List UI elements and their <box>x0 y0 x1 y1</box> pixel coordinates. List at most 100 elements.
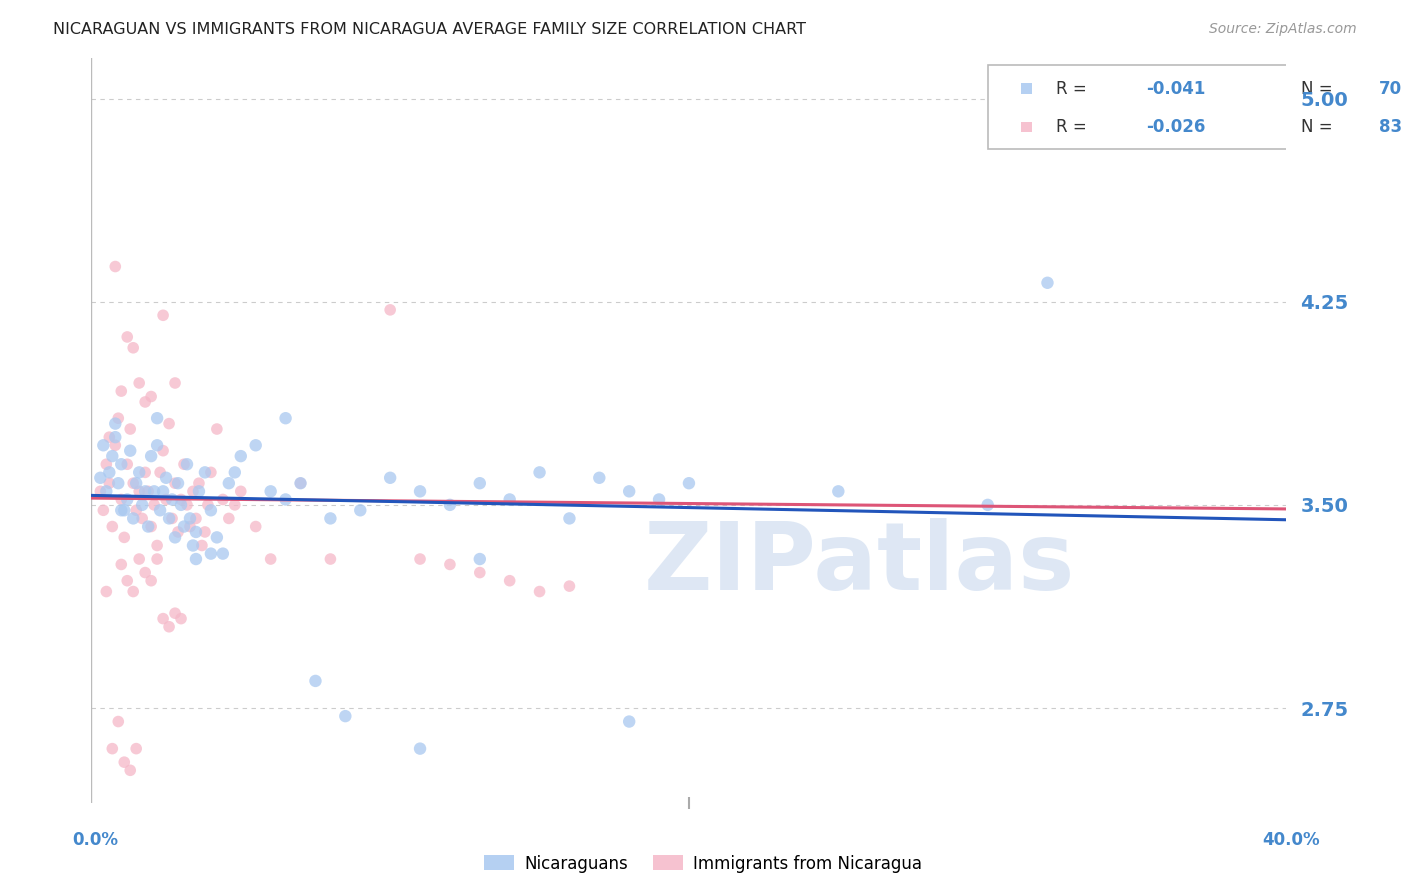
Point <box>120 764 142 778</box>
Point <box>157 417 180 431</box>
Point <box>115 457 138 471</box>
Point <box>128 484 150 499</box>
Point <box>98 430 121 444</box>
Point <box>110 384 132 398</box>
Legend: Nicaraguans, Immigrants from Nicaragua: Nicaraguans, Immigrants from Nicaragua <box>478 848 928 880</box>
Point <box>200 466 222 480</box>
Point <box>115 492 138 507</box>
Point <box>149 466 172 480</box>
Point <box>188 484 211 499</box>
Point <box>104 417 127 431</box>
Point <box>170 498 193 512</box>
Point <box>290 476 312 491</box>
Point <box>110 492 132 507</box>
Point <box>259 484 281 499</box>
Point <box>96 584 118 599</box>
Point <box>131 498 153 512</box>
Point <box>335 709 357 723</box>
Point <box>122 476 145 491</box>
Point <box>319 552 342 566</box>
Point <box>409 552 432 566</box>
Text: R =: R = <box>1056 118 1092 136</box>
Point <box>205 530 228 544</box>
Point <box>131 511 153 525</box>
Point <box>146 438 169 452</box>
Text: 70: 70 <box>1379 80 1402 98</box>
Point <box>224 498 246 512</box>
Point <box>229 449 252 463</box>
Point <box>468 552 491 566</box>
Point <box>1015 120 1038 134</box>
Point <box>976 498 998 512</box>
Point <box>173 519 195 533</box>
Point <box>179 519 201 533</box>
Point <box>499 574 522 588</box>
Text: ZIPatlas: ZIPatlas <box>644 518 1076 610</box>
Point <box>1015 82 1038 96</box>
Point <box>136 484 159 499</box>
Point <box>245 438 267 452</box>
Point <box>188 476 211 491</box>
Point <box>146 411 169 425</box>
FancyBboxPatch shape <box>987 65 1406 149</box>
Point <box>588 471 610 485</box>
Text: N =: N = <box>1302 80 1339 98</box>
Point <box>128 552 150 566</box>
Point <box>176 457 198 471</box>
Point <box>98 476 121 491</box>
Point <box>619 714 641 729</box>
Point <box>274 492 297 507</box>
Point <box>125 741 148 756</box>
Point <box>648 492 671 507</box>
Point <box>211 547 233 561</box>
Point <box>184 524 207 539</box>
Point <box>163 376 186 390</box>
Point <box>176 498 198 512</box>
Point <box>319 511 342 525</box>
Text: Source: ZipAtlas.com: Source: ZipAtlas.com <box>1209 22 1357 37</box>
Point <box>157 620 180 634</box>
Point <box>678 476 700 491</box>
Point <box>146 539 169 553</box>
Point <box>619 484 641 499</box>
Point <box>112 530 135 544</box>
Point <box>163 606 186 620</box>
Point <box>120 443 142 458</box>
Point <box>112 755 135 769</box>
Point <box>157 511 180 525</box>
Point <box>290 476 312 491</box>
Point <box>93 503 115 517</box>
Point <box>128 466 150 480</box>
Point <box>170 492 193 507</box>
Point <box>200 547 222 561</box>
Point <box>152 612 174 626</box>
Point <box>439 558 461 572</box>
Point <box>141 519 163 533</box>
Point <box>218 511 240 525</box>
Point <box>529 584 551 599</box>
Point <box>122 584 145 599</box>
Point <box>205 422 228 436</box>
Text: NICARAGUAN VS IMMIGRANTS FROM NICARAGUA AVERAGE FAMILY SIZE CORRELATION CHART: NICARAGUAN VS IMMIGRANTS FROM NICARAGUA … <box>53 22 807 37</box>
Point <box>380 302 402 317</box>
Point <box>134 566 156 580</box>
Point <box>104 260 127 274</box>
Point <box>224 466 246 480</box>
Point <box>160 492 183 507</box>
Point <box>229 484 252 499</box>
Point <box>170 612 193 626</box>
Point <box>136 519 159 533</box>
Point <box>827 484 849 499</box>
Point <box>349 503 371 517</box>
Point <box>179 511 201 525</box>
Point <box>110 457 132 471</box>
Text: R =: R = <box>1056 80 1092 98</box>
Point <box>120 422 142 436</box>
Point <box>107 714 129 729</box>
Point <box>155 471 177 485</box>
Point <box>115 574 138 588</box>
Point <box>110 503 132 517</box>
Point <box>152 443 174 458</box>
Point <box>101 741 124 756</box>
Point <box>93 438 115 452</box>
